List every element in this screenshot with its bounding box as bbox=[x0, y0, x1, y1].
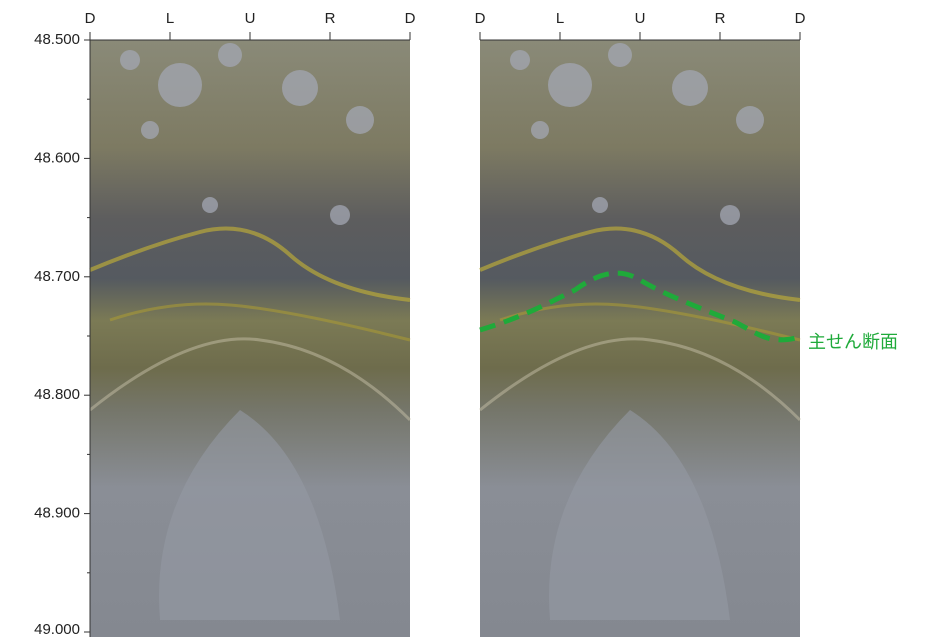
borehole-figure: 主せん断面 48.500 48.600 48.700 48.800 48.900 49.0… bbox=[0, 0, 938, 637]
direction-label: D bbox=[85, 10, 96, 27]
direction-label: D bbox=[475, 10, 486, 27]
depth-tick-label: 48.800 bbox=[34, 386, 80, 403]
depth-tick-label: 48.900 bbox=[34, 505, 80, 522]
direction-label: L bbox=[166, 10, 174, 27]
direction-label: U bbox=[635, 10, 646, 27]
borehole-image-right bbox=[480, 40, 800, 637]
direction-label: D bbox=[795, 10, 806, 27]
direction-label: L bbox=[556, 10, 564, 27]
depth-tick-label: 49.000 bbox=[34, 621, 80, 637]
depth-tick-label: 48.500 bbox=[34, 31, 80, 48]
direction-label: U bbox=[245, 10, 256, 27]
depth-tick-label: 48.600 bbox=[34, 149, 80, 166]
direction-label: R bbox=[325, 10, 336, 27]
annotation: 主せん断面 bbox=[808, 332, 898, 353]
borehole-image-left bbox=[90, 40, 410, 637]
direction-label: D bbox=[405, 10, 416, 27]
depth-tick-label: 48.700 bbox=[34, 268, 80, 285]
direction-label: R bbox=[715, 10, 726, 27]
